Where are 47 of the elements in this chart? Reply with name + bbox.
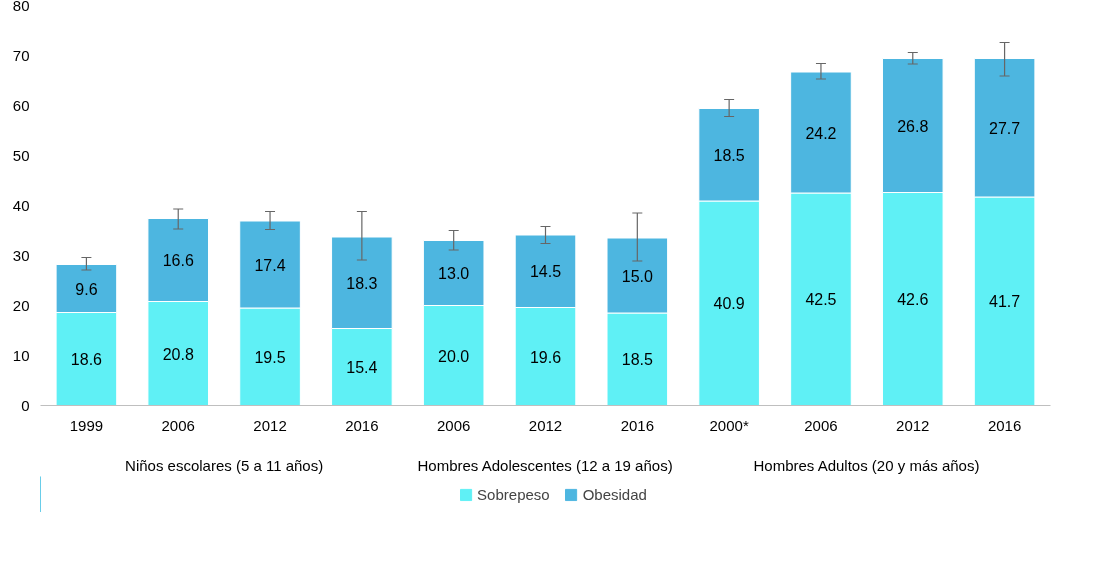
- text: Hombres Adolescentes (12 a 19 años): [417, 456, 673, 474]
- data-label: 18.3: [346, 274, 378, 292]
- x-tick-label: 2006: [804, 416, 838, 434]
- data-label: 20.8: [162, 345, 194, 363]
- y-tick-label: 0: [21, 396, 30, 414]
- y-tick-label: 30: [12, 246, 30, 264]
- data-label: 26.8: [897, 117, 929, 135]
- y-tick-label: 50: [12, 146, 30, 164]
- x-tick-label: 2012: [896, 416, 930, 434]
- y-tick-label: 80: [12, 0, 30, 14]
- data-label: 41.7: [989, 293, 1021, 311]
- x-tick-label: 1999: [69, 416, 104, 434]
- data-label: 24.2: [805, 124, 837, 142]
- data-label: 14.5: [529, 263, 562, 281]
- y-tick-label: 70: [12, 46, 30, 64]
- data-label: 13.0: [438, 265, 470, 282]
- data-label: 27.7: [989, 119, 1021, 137]
- x-tick-label: 2012: [528, 416, 563, 434]
- data-label: 18.5: [713, 146, 745, 164]
- data-label: 18.5: [621, 351, 653, 369]
- legend-label: Sobrepeso: [477, 485, 550, 503]
- data-label: 15.4: [346, 359, 378, 376]
- legend-label: Obesidad: [582, 485, 647, 503]
- y-tick-label: 10: [12, 346, 30, 364]
- data-label: 9.6: [75, 280, 98, 298]
- x-tick-label: 2016: [987, 416, 1022, 434]
- x-tick-label: 2006: [437, 416, 471, 434]
- text: Hombres Adultos (20 y más años): [753, 456, 980, 474]
- y-tick-label: 20: [12, 296, 30, 314]
- y-tick-label: 60: [12, 96, 30, 114]
- x-tick-label: 2016: [345, 416, 379, 434]
- x-tick-label: 2012: [253, 416, 287, 434]
- data-label: 15.0: [621, 267, 653, 285]
- x-tick-label: 2016: [620, 416, 655, 434]
- data-label: 42.6: [897, 291, 929, 308]
- data-label: 40.9: [713, 295, 745, 313]
- data-label: 19.5: [254, 348, 286, 366]
- y-tick-label: 40: [12, 196, 30, 214]
- data-label: 17.4: [254, 256, 286, 274]
- data-label: 19.6: [529, 348, 562, 366]
- text: Niños escolares (5 a 11 años): [125, 456, 324, 474]
- data-label: 16.6: [162, 252, 194, 269]
- x-tick-label: 2000*: [709, 416, 749, 434]
- x-tick-label: 2006: [161, 416, 195, 434]
- data-label: 42.5: [805, 291, 837, 309]
- data-label: 20.0: [438, 347, 470, 365]
- data-label: 18.6: [70, 351, 103, 368]
